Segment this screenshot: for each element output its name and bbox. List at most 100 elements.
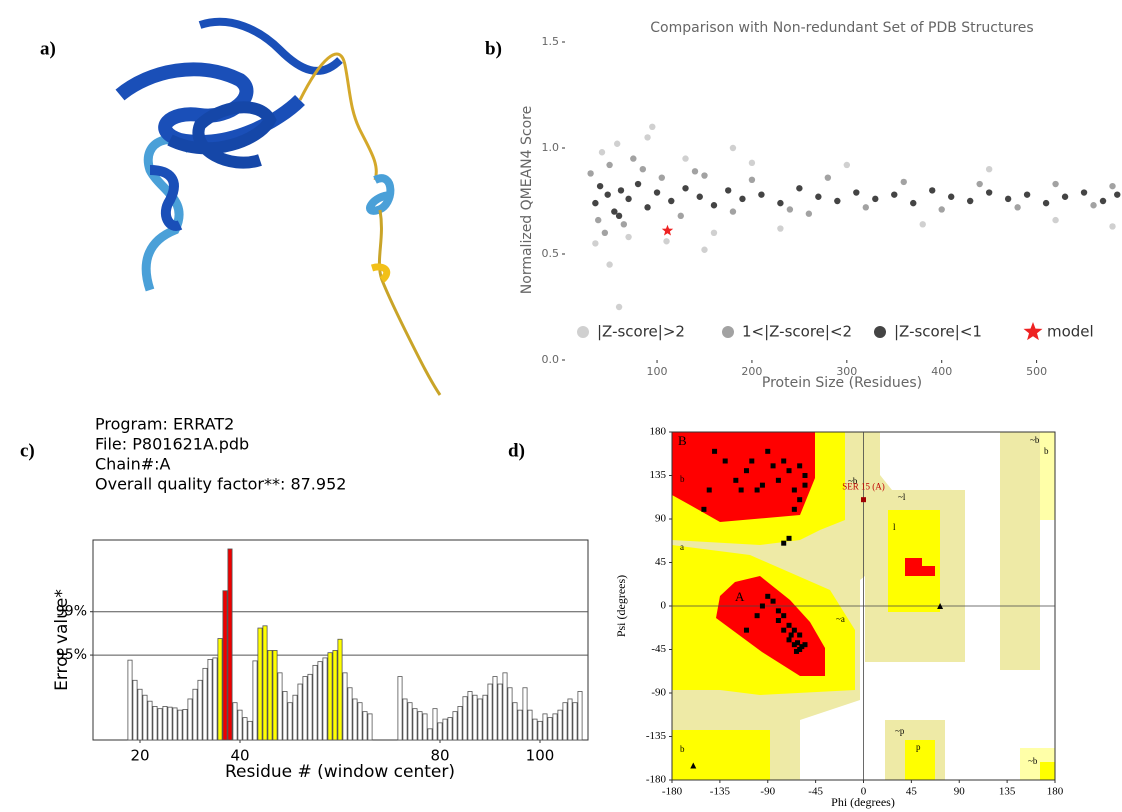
y-tick-label: 1.0 xyxy=(542,141,560,154)
point xyxy=(682,155,689,162)
point xyxy=(770,598,776,604)
region-label: b xyxy=(680,474,685,484)
point xyxy=(853,189,860,196)
bar xyxy=(547,717,553,741)
point xyxy=(604,191,611,198)
bar xyxy=(507,687,513,741)
point xyxy=(743,627,749,633)
point xyxy=(625,195,632,203)
bar xyxy=(412,708,418,741)
point xyxy=(788,632,794,638)
point xyxy=(791,627,797,633)
point xyxy=(1114,191,1121,198)
bar xyxy=(137,688,143,741)
bar xyxy=(172,707,178,741)
y-tick-label: 45 xyxy=(655,556,667,568)
bar xyxy=(242,717,248,741)
point xyxy=(1099,197,1107,205)
point xyxy=(786,637,792,643)
y-tick-label: 135 xyxy=(650,469,667,481)
protein-ribbon xyxy=(115,17,442,396)
panel-label: c) xyxy=(20,440,35,461)
bar xyxy=(522,687,528,741)
y-tick-label: -90 xyxy=(651,687,666,699)
x-tick-label: 45 xyxy=(906,786,918,798)
point xyxy=(786,468,792,474)
bar xyxy=(347,687,353,741)
bar xyxy=(552,713,558,741)
y-axis-label: Psi (degrees) xyxy=(614,575,628,637)
point xyxy=(658,174,665,181)
point xyxy=(644,134,651,141)
point xyxy=(802,482,808,488)
point xyxy=(613,140,621,147)
point xyxy=(596,182,604,190)
x-tick-label: 40 xyxy=(230,747,249,765)
bar xyxy=(157,708,163,741)
legend-label: model xyxy=(1047,323,1094,341)
point xyxy=(615,212,623,220)
point xyxy=(701,246,708,253)
point xyxy=(733,477,739,483)
bar xyxy=(397,676,403,741)
bar xyxy=(562,702,568,741)
y-tick-label: 95% xyxy=(56,647,87,663)
y-axis-label: Normalized QMEAN4 Score xyxy=(519,106,535,294)
bar xyxy=(352,698,358,741)
bar xyxy=(177,709,183,741)
point xyxy=(625,233,632,241)
point xyxy=(1052,216,1059,224)
point xyxy=(797,497,803,503)
point xyxy=(748,159,756,167)
bar xyxy=(457,706,463,741)
point xyxy=(1052,180,1059,188)
bar xyxy=(357,702,363,741)
y-tick-label: 0.5 xyxy=(542,247,560,260)
panel-label: a) xyxy=(40,38,56,59)
bar xyxy=(192,688,198,741)
bar xyxy=(402,698,408,741)
point xyxy=(743,468,749,474)
bar xyxy=(227,548,233,741)
bar xyxy=(312,664,318,741)
region-label: A xyxy=(735,589,745,604)
point xyxy=(966,197,974,205)
point xyxy=(938,206,945,213)
point xyxy=(775,477,781,483)
point xyxy=(872,195,879,203)
point xyxy=(797,463,803,469)
point xyxy=(793,648,799,654)
point xyxy=(595,216,602,224)
point xyxy=(786,535,792,541)
point xyxy=(919,221,926,228)
x-tick-label: -90 xyxy=(760,786,775,798)
region-label: p xyxy=(916,742,921,752)
point xyxy=(696,193,703,200)
point xyxy=(644,204,651,211)
region-label: ~b xyxy=(1028,756,1038,766)
point xyxy=(786,206,794,213)
bar xyxy=(327,652,333,741)
bar xyxy=(532,718,538,741)
point xyxy=(663,238,670,245)
point xyxy=(639,166,647,173)
point xyxy=(668,197,675,205)
bar xyxy=(127,659,133,741)
point xyxy=(634,180,642,188)
bar xyxy=(142,694,148,741)
point xyxy=(805,210,813,217)
point xyxy=(710,202,718,209)
bar xyxy=(487,683,493,741)
legend-marker xyxy=(874,326,886,338)
x-tick-label: 20 xyxy=(130,747,149,765)
point xyxy=(630,155,637,162)
y-tick-label: 99% xyxy=(56,604,87,620)
bar xyxy=(332,650,338,741)
region-label: a xyxy=(680,542,684,552)
bar xyxy=(542,713,548,741)
bar xyxy=(337,638,343,741)
point xyxy=(781,627,787,633)
panel-label: d) xyxy=(508,440,525,461)
bar xyxy=(267,650,273,741)
